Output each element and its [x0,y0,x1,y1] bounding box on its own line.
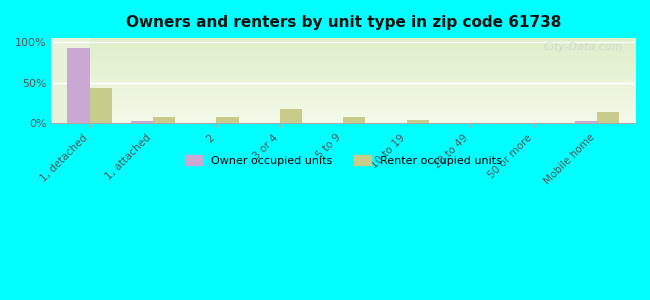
Bar [343,117,365,123]
Bar [280,109,302,123]
Bar [68,48,90,123]
Legend: Owner occupied units, Renter occupied units: Owner occupied units, Renter occupied un… [181,151,506,171]
Text: City-Data.com: City-Data.com [544,42,623,52]
Bar [575,121,597,123]
Bar [194,122,216,123]
Title: Owners and renters by unit type in zip code 61738: Owners and renters by unit type in zip c… [125,15,561,30]
Bar [90,88,112,123]
Bar [216,117,239,123]
Bar [131,121,153,123]
Bar [597,112,619,123]
Bar [153,117,175,123]
Bar [407,120,429,123]
